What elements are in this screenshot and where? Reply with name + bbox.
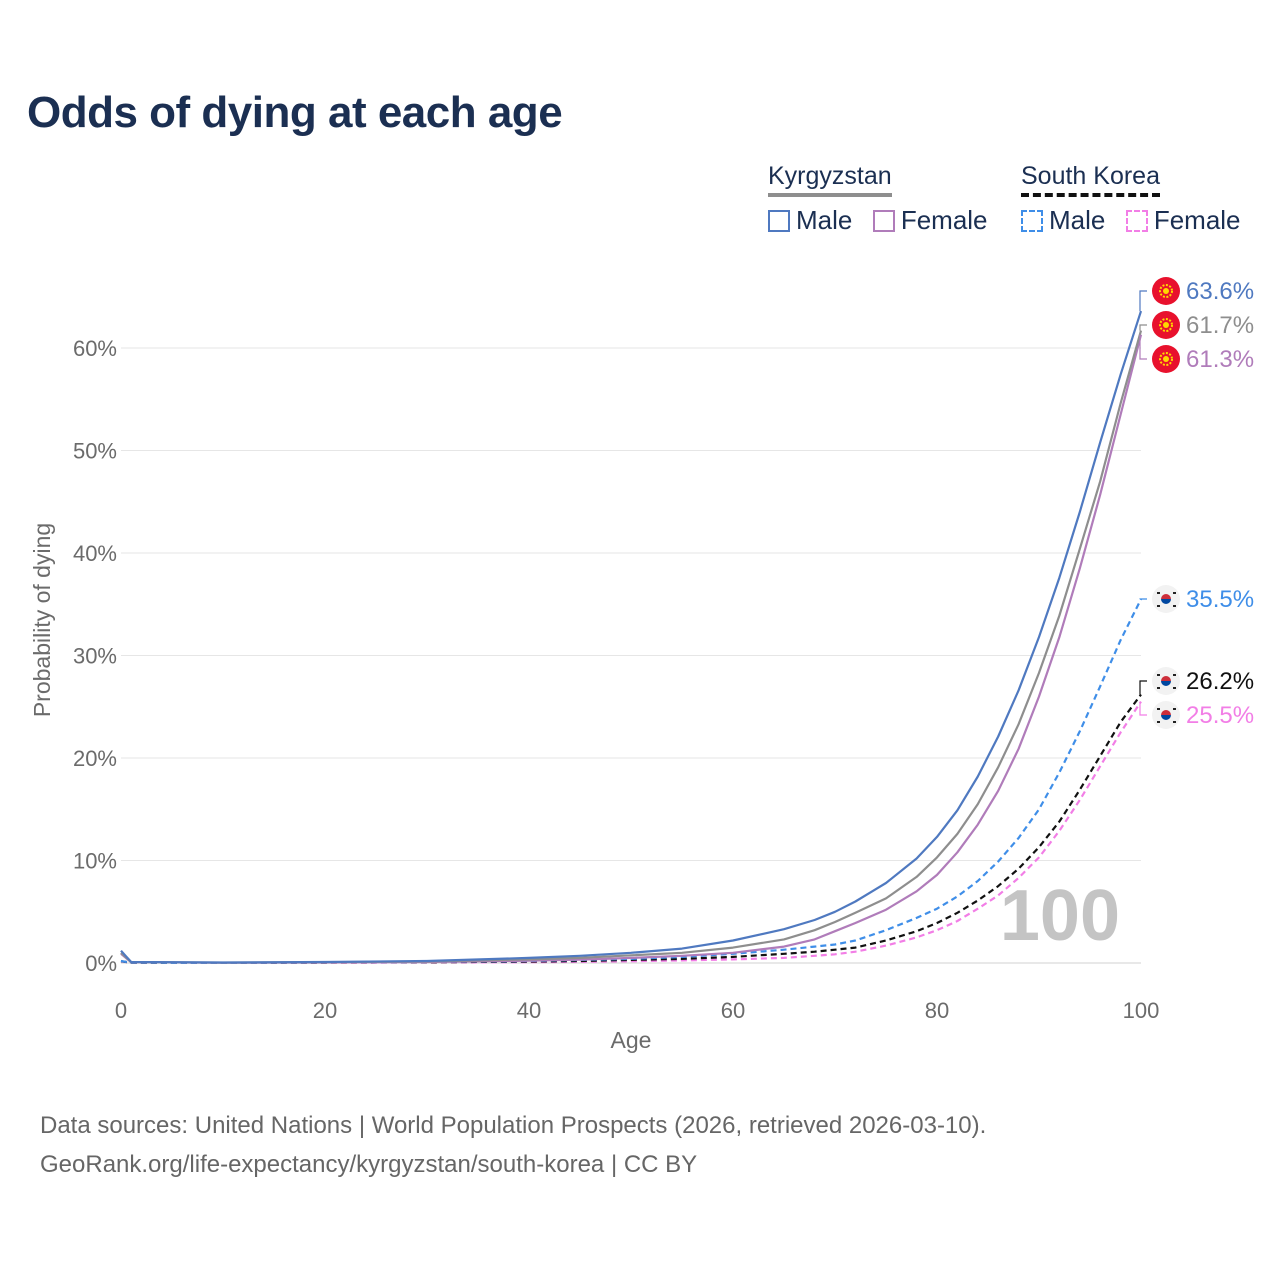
y-tick-label: 50% [73, 439, 117, 464]
legend-group-south-korea: South Korea Male Female [1021, 162, 1241, 237]
x-tick-label: 40 [517, 998, 541, 1023]
end-label-leader [1139, 701, 1147, 716]
chart-title: Odds of dying at each age [27, 88, 563, 137]
y-axis-label: Probability of dying [29, 523, 55, 717]
y-tick-label: 10% [73, 849, 117, 874]
end-label-group: 63.6% [1139, 277, 1254, 312]
south-korea-flag-trigram [1173, 605, 1176, 607]
end-label-text: 25.5% [1186, 702, 1254, 729]
legend-label: Male [796, 205, 853, 235]
south-korea-flag-trigram [1173, 708, 1176, 710]
x-tick-label: 80 [925, 998, 949, 1023]
x-axis-label: Age [611, 1027, 652, 1053]
south-korea-flag-trigram [1157, 674, 1160, 676]
end-label-group: 61.7% [1139, 311, 1254, 339]
kyrgyzstan-flag-sun [1159, 284, 1173, 298]
y-tick-label: 30% [73, 644, 117, 669]
series-line-south-korea-total [120, 693, 1142, 965]
south-korea-flag-trigram [1173, 721, 1176, 723]
legend-item-south-korea-female[interactable]: Female [1125, 205, 1241, 236]
series-line-kyrgyzstan-total [120, 330, 1143, 964]
south-korea-flag-red [1161, 594, 1171, 599]
legend-swatch-kyrgyzstan-male [768, 209, 790, 232]
end-label-text: 35.5% [1186, 586, 1254, 613]
legend-label: Female [900, 205, 988, 235]
end-label-text: 63.6% [1186, 278, 1254, 305]
series-line-kyrgyzstan-male [120, 310, 1143, 964]
end-label-leader [1139, 290, 1147, 312]
legend-country-south-korea: South Korea [1021, 162, 1160, 197]
x-tick-label: 100 [1123, 998, 1160, 1023]
x-tick-label: 20 [313, 998, 337, 1023]
series-line-south-korea-male [120, 598, 1142, 965]
end-label-group: 35.5% [1139, 585, 1254, 613]
x-tick-label: 60 [721, 998, 745, 1023]
legend-swatch-south-korea-female [1125, 209, 1148, 232]
end-label-text: 61.7% [1186, 312, 1254, 339]
south-korea-flag-trigram [1173, 687, 1176, 689]
legend-label: Female [1153, 205, 1241, 235]
south-korea-flag-trigram [1173, 674, 1176, 676]
south-korea-flag-trigram [1157, 687, 1160, 689]
kyrgyzstan-flag-sun-core [1163, 322, 1169, 328]
source-line-1: Data sources: United Nations | World Pop… [40, 1112, 987, 1139]
y-tick-label: 0% [85, 951, 117, 976]
end-label-group: 61.3% [1139, 334, 1254, 373]
kyrgyzstan-flag-sun-core [1163, 288, 1169, 294]
south-korea-flag-blue [1161, 715, 1171, 720]
series-line-kyrgyzstan-female [120, 334, 1143, 964]
end-label-text: 61.3% [1186, 346, 1254, 373]
end-label-leader [1139, 334, 1147, 360]
south-korea-flag-red [1161, 676, 1171, 681]
series-line-south-korea-female [120, 700, 1142, 965]
year-annotation: 100 [1000, 876, 1120, 956]
source-note: Data sources: United Nations | World Pop… [40, 1106, 986, 1184]
south-korea-flag-red [1161, 710, 1171, 715]
legend-item-south-korea-male[interactable]: Male [1021, 205, 1105, 236]
south-korea-flag-blue [1161, 599, 1171, 604]
south-korea-flag-trigram [1157, 592, 1160, 594]
y-tick-label: 60% [73, 336, 117, 361]
y-tick-label: 20% [73, 746, 117, 771]
legend-swatch-kyrgyzstan-female [872, 209, 895, 232]
legend-group-kyrgyzstan: Kyrgyzstan Male Female [768, 162, 1004, 237]
end-label-text: 26.2% [1186, 668, 1254, 695]
legend-swatch-south-korea-male [1021, 209, 1043, 232]
kyrgyzstan-flag-sun [1159, 352, 1173, 366]
legend-item-kyrgyzstan-female[interactable]: Female [872, 205, 988, 236]
legend-country-kyrgyzstan: Kyrgyzstan [768, 162, 892, 197]
end-label-group: 26.2% [1139, 667, 1254, 695]
x-tick-label: 0 [115, 998, 127, 1023]
legend-label: Male [1049, 205, 1106, 235]
south-korea-flag-blue [1161, 681, 1171, 686]
end-label-leader [1139, 680, 1147, 695]
south-korea-flag-trigram [1157, 708, 1160, 710]
kyrgyzstan-flag-sun [1159, 318, 1173, 332]
kyrgyzstan-flag-sun-core [1163, 356, 1169, 362]
south-korea-flag-trigram [1173, 592, 1176, 594]
end-label-leader [1139, 324, 1147, 331]
end-label-group: 25.5% [1139, 701, 1254, 729]
south-korea-flag-trigram [1157, 721, 1160, 723]
legend-item-kyrgyzstan-male[interactable]: Male [768, 205, 852, 236]
south-korea-flag-trigram [1157, 605, 1160, 607]
source-line-2[interactable]: GeoRank.org/life-expectancy/kyrgyzstan/s… [40, 1151, 698, 1178]
y-tick-label: 40% [73, 541, 117, 566]
